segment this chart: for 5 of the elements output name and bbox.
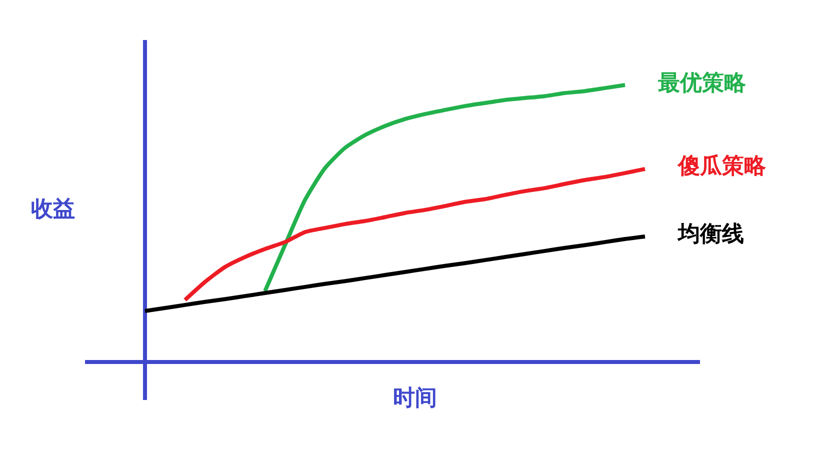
series-label: 最优策略 <box>657 71 747 96</box>
series-label: 均衡线 <box>677 222 744 247</box>
x-axis-title: 时间 <box>393 386 437 411</box>
series-label: 傻瓜策略 <box>677 154 767 179</box>
y-axis-title: 收益 <box>31 197 75 222</box>
